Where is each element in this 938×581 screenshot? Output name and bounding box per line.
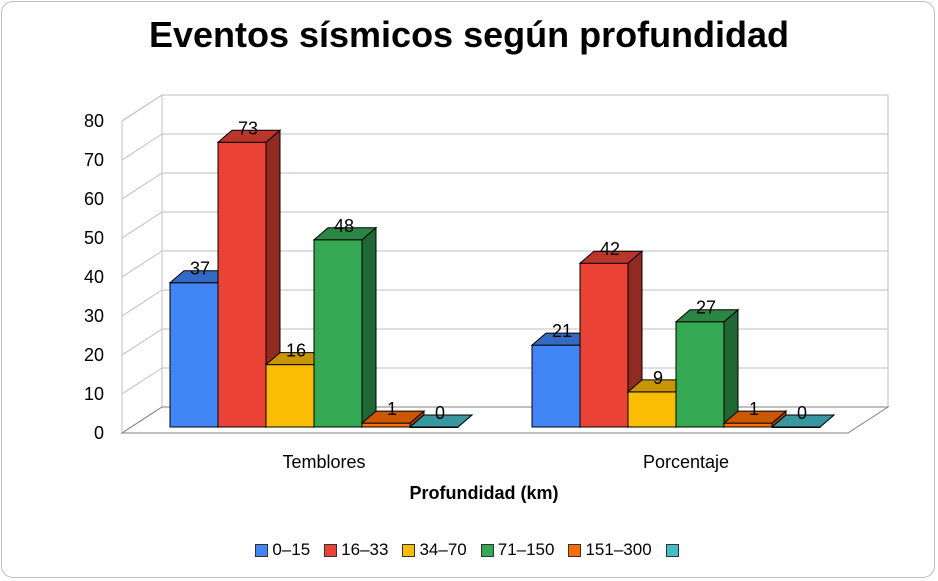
gridline-side [121,94,163,122]
bar [579,262,629,428]
gridline-side [121,172,163,200]
y-tick-label: 80 [84,111,104,131]
legend-item: 34–70 [402,540,467,560]
bar-top [312,227,378,241]
legend-item: 0–15 [255,540,310,560]
bar-top [674,309,740,323]
data-label: 37 [190,259,210,279]
y-tick-label: 30 [84,306,104,326]
gridline-side [121,133,163,161]
legend-label: 0–15 [272,540,311,559]
x-axis-label: Profundidad (km) [410,483,559,503]
data-label: 16 [286,341,306,361]
y-tick-label: 20 [84,345,104,365]
bar [723,422,773,428]
legend-item: 16–33 [324,540,388,560]
y-tick-label: 60 [84,189,104,209]
bar-top [770,414,836,428]
data-label: 9 [653,368,663,388]
bar [531,344,581,428]
bar [361,422,411,428]
data-label: 1 [387,399,397,419]
legend-swatch [402,543,416,557]
data-label: 27 [696,298,716,318]
legend-label: 34–70 [419,540,467,559]
legend-label: 71–150 [497,540,555,559]
legend-item: 151–300 [568,540,652,560]
legend-swatch [255,543,269,557]
legend-label: 16–33 [341,540,389,559]
gridline-side [121,328,163,356]
legend-swatch [324,543,338,557]
data-label: 21 [552,321,572,341]
bar [265,364,315,428]
gridline-side [121,250,163,278]
x-tick-label: Porcentaje [643,452,729,472]
bar-top [578,250,644,264]
x-tick-label: Temblores [282,452,365,472]
y-tick-label: 10 [84,384,104,404]
bar-side [361,226,377,429]
y-tick-label: 50 [84,228,104,248]
bar [627,391,677,428]
data-label: 73 [238,118,258,138]
bar [169,282,219,428]
gridline-side [121,289,163,317]
bar [313,239,363,428]
chart-title: Eventos sísmicos según profundidad [148,14,790,55]
legend-swatch [568,543,582,557]
bar [217,141,267,428]
legend-item: 71–150 [480,540,555,560]
legend-item [665,543,683,557]
bar-top [722,410,788,424]
legend-swatch [665,543,679,557]
y-tick-label: 40 [84,267,104,287]
bar [675,321,725,428]
bar-side [723,308,739,429]
data-label: 0 [797,403,807,423]
legend-swatch [480,543,494,557]
bar-top [408,414,474,428]
gridline-side [121,211,163,239]
y-tick-label: 70 [84,150,104,170]
bar-top [216,129,282,143]
data-label: 48 [334,216,354,236]
chart-legend: 0–15 16–33 34–70 71–150 151–300 [0,540,938,560]
data-label: 42 [600,239,620,259]
y-tick-label: 0 [94,423,104,443]
gridline-side [121,367,163,395]
bar-top [360,410,426,424]
legend-label: 151–300 [585,540,652,559]
data-label: 1 [749,399,759,419]
data-label: 0 [435,403,445,423]
